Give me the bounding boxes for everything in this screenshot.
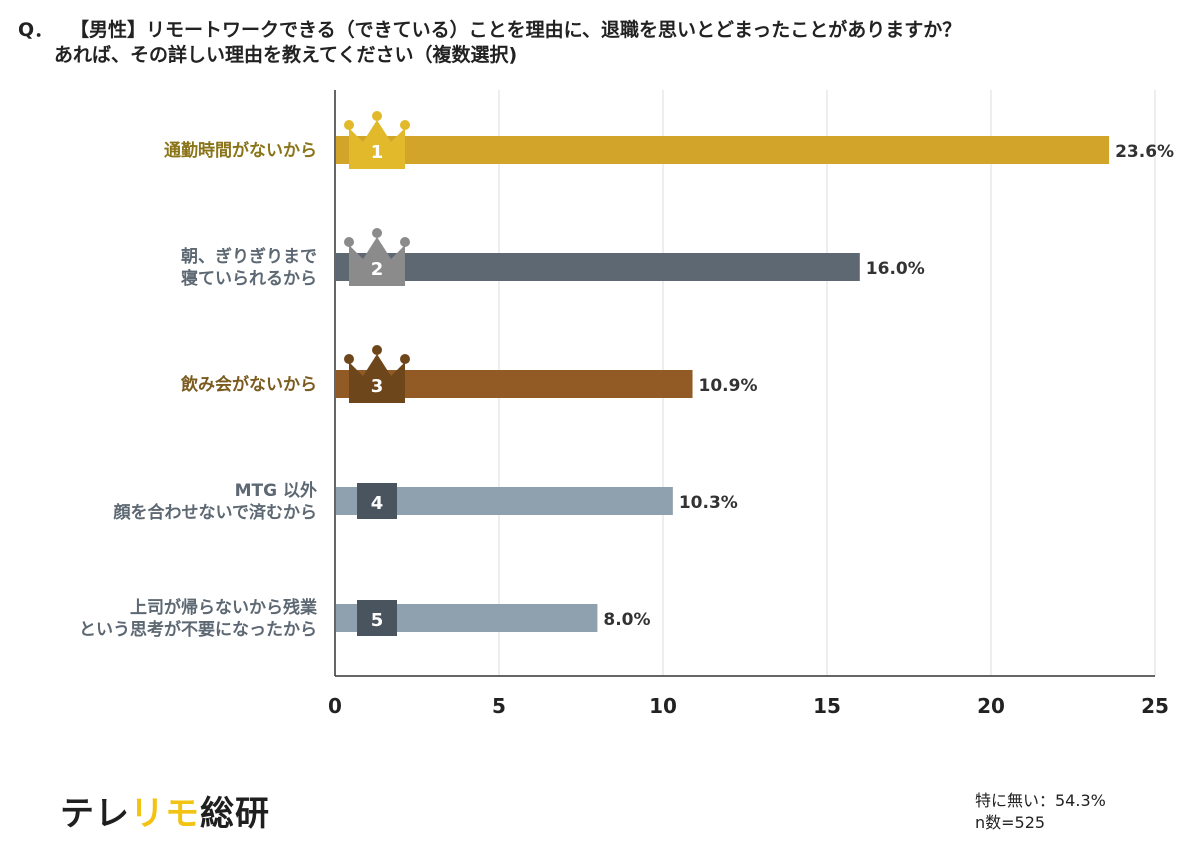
crown-jewel: [400, 237, 410, 247]
category-label: 飲み会がないから: [180, 374, 317, 395]
value-label: 10.3%: [679, 493, 738, 513]
crown-jewel: [344, 237, 354, 247]
rank-number: 4: [371, 493, 384, 514]
category-label: 上司が帰らないから残業: [130, 597, 317, 618]
crown-icon: [349, 237, 405, 286]
brand-part-2: リモ: [130, 794, 200, 834]
x-tick-label: 5: [492, 694, 506, 718]
rank-badge: [357, 600, 397, 636]
bar: [336, 136, 1110, 164]
bar-row: 10.9% 3 飲み会がないから: [180, 345, 758, 403]
rank-number: 2: [371, 259, 384, 280]
crown-icon: [349, 354, 405, 403]
value-label: 16.0%: [866, 259, 925, 279]
rank-number: 5: [371, 610, 384, 631]
x-tick-label: 20: [977, 694, 1005, 718]
crown-jewel: [344, 120, 354, 130]
x-tick-label: 15: [813, 694, 841, 718]
crown-jewel: [372, 228, 382, 238]
rank-number: 3: [371, 376, 384, 397]
crown-jewel: [372, 345, 382, 355]
footnote-none-rate: 特に無い：54.3%: [975, 791, 1106, 810]
category-label: 顔を合わせないで済むから: [113, 502, 318, 523]
question-prefix: Q．: [18, 19, 54, 41]
value-label: 23.6%: [1115, 142, 1174, 162]
question-text-1: 【男性】リモートワークできる（できている）ことを理由に、退職を思いとどまったこと…: [70, 19, 962, 41]
category-label: 朝、ぎりぎりまで: [181, 246, 317, 267]
x-tick-label: 0: [328, 694, 342, 718]
category-label: 寝ていられるから: [181, 268, 317, 289]
rank-number: 1: [371, 142, 384, 163]
brand-part-3: 総研: [200, 794, 270, 834]
bar-row: 23.6% 1 通勤時間がないから: [164, 111, 1174, 169]
crown-jewel: [372, 111, 382, 121]
x-tick-label: 25: [1141, 694, 1169, 718]
value-label: 8.0%: [603, 610, 650, 630]
brand-part-1: テレ: [60, 794, 130, 834]
question-title: Q． 【男性】リモートワークできる（できている）ことを理由に、退職を思いとどまった…: [18, 18, 1188, 68]
crown-icon: [349, 120, 405, 169]
crown-jewel: [400, 120, 410, 130]
footnote: 特に無い：54.3% n数=525: [975, 790, 1106, 834]
rank-badge: [357, 483, 397, 519]
category-label: MTG 以外: [235, 480, 317, 501]
x-tick-label: 10: [649, 694, 677, 718]
question-line-1: Q． 【男性】リモートワークできる（できている）ことを理由に、退職を思いとどまった…: [18, 18, 1188, 43]
category-label: 通勤時間がないから: [164, 140, 317, 161]
crown-jewel: [344, 354, 354, 364]
crown-jewel: [400, 354, 410, 364]
question-line-2: あれば、その詳しい理由を教えてください（複数選択): [54, 44, 518, 66]
value-label: 10.9%: [699, 376, 758, 396]
footnote-sample-size: n数=525: [975, 813, 1046, 832]
brand-logo: テレリモ総研: [60, 786, 270, 835]
bar: [336, 253, 860, 281]
category-label: という思考が不要になったから: [79, 619, 317, 640]
